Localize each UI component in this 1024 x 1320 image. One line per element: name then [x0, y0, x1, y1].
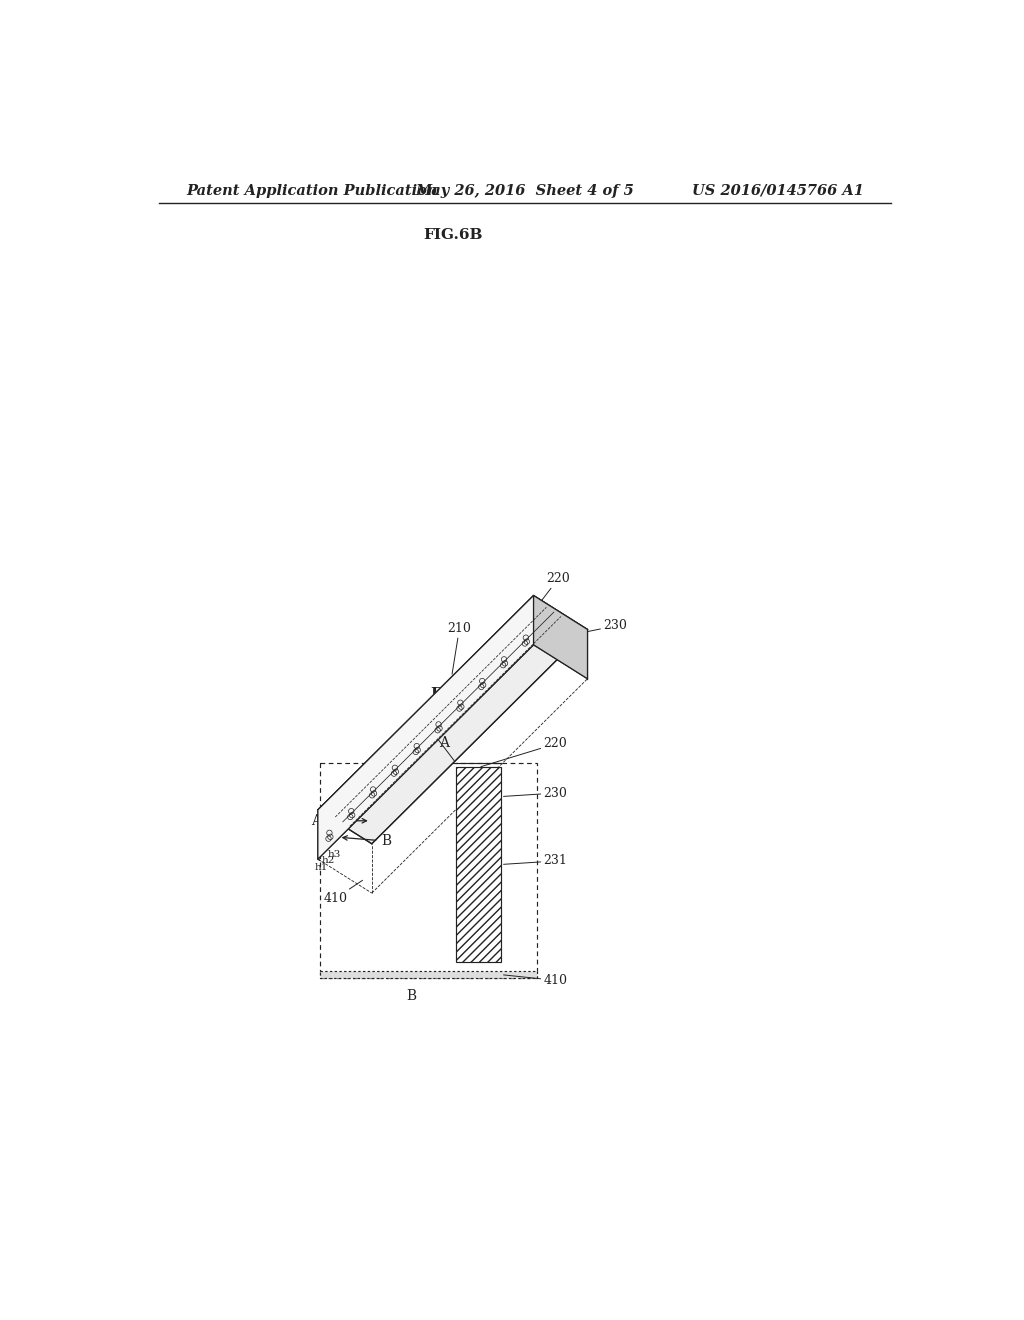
Text: h3: h3 — [328, 850, 341, 859]
Text: Patent Application Publication: Patent Application Publication — [186, 183, 437, 198]
Bar — [456, 767, 501, 961]
Text: A: A — [439, 737, 450, 751]
Text: h2: h2 — [322, 857, 335, 866]
Bar — [321, 970, 538, 978]
Bar — [321, 763, 538, 978]
Text: May 26, 2016  Sheet 4 of 5: May 26, 2016 Sheet 4 of 5 — [416, 183, 634, 198]
Text: 231: 231 — [504, 854, 567, 867]
Text: A: A — [311, 814, 367, 828]
Polygon shape — [534, 595, 588, 678]
Text: FIG.6B: FIG.6B — [424, 228, 483, 243]
Text: 210: 210 — [417, 721, 455, 760]
Text: 220: 220 — [481, 738, 567, 767]
Text: B: B — [407, 989, 417, 1003]
Text: FIG.7: FIG.7 — [430, 686, 477, 701]
Text: h1: h1 — [315, 863, 329, 871]
Polygon shape — [317, 810, 372, 894]
Text: 230: 230 — [563, 619, 627, 636]
Text: 230: 230 — [504, 787, 567, 800]
Text: B: B — [343, 834, 391, 847]
Text: 410: 410 — [324, 880, 362, 904]
Polygon shape — [317, 595, 534, 859]
Text: 410: 410 — [504, 974, 567, 987]
Text: 220: 220 — [528, 573, 570, 618]
Polygon shape — [317, 595, 588, 843]
Text: US 2016/0145766 A1: US 2016/0145766 A1 — [692, 183, 864, 198]
Text: 210: 210 — [447, 622, 471, 675]
